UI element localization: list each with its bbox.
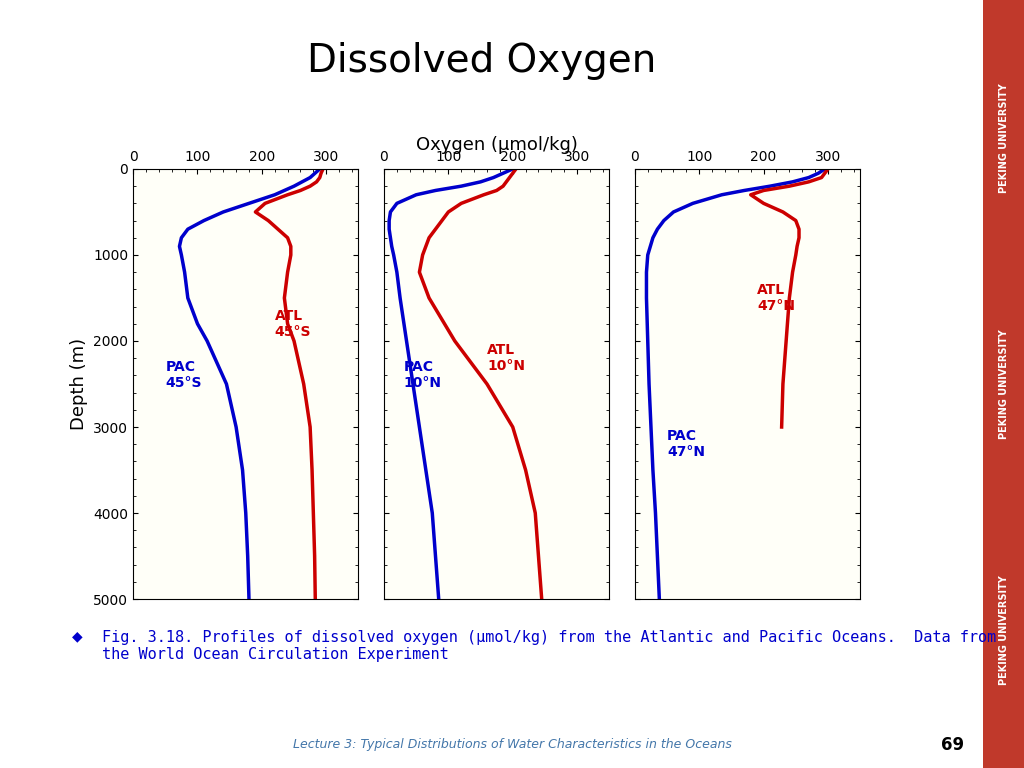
Text: ◆: ◆ [72,630,82,644]
Text: Lecture 3: Typical Distributions of Water Characteristics in the Oceans: Lecture 3: Typical Distributions of Wate… [293,739,731,751]
Text: ATL
10°N: ATL 10°N [487,343,525,373]
Text: PAC
45°S: PAC 45°S [165,360,202,390]
Text: PEKING UNIVERSITY: PEKING UNIVERSITY [998,84,1009,193]
Text: Oxygen (μmol/kg): Oxygen (μmol/kg) [416,136,578,154]
Text: PAC
47°N: PAC 47°N [667,429,706,459]
Text: Dissolved Oxygen: Dissolved Oxygen [306,42,656,81]
Text: PAC
10°N: PAC 10°N [403,360,441,390]
Text: PEKING UNIVERSITY: PEKING UNIVERSITY [998,329,1009,439]
Y-axis label: Depth (m): Depth (m) [70,338,88,430]
Text: 69: 69 [941,736,964,754]
Text: ATL
45°S: ATL 45°S [274,309,311,339]
Text: PEKING UNIVERSITY: PEKING UNIVERSITY [998,575,1009,684]
Text: ATL
47°N: ATL 47°N [757,283,796,313]
Text: Fig. 3.18. Profiles of dissolved oxygen (μmol/kg) from the Atlantic and Pacific : Fig. 3.18. Profiles of dissolved oxygen … [102,630,996,662]
